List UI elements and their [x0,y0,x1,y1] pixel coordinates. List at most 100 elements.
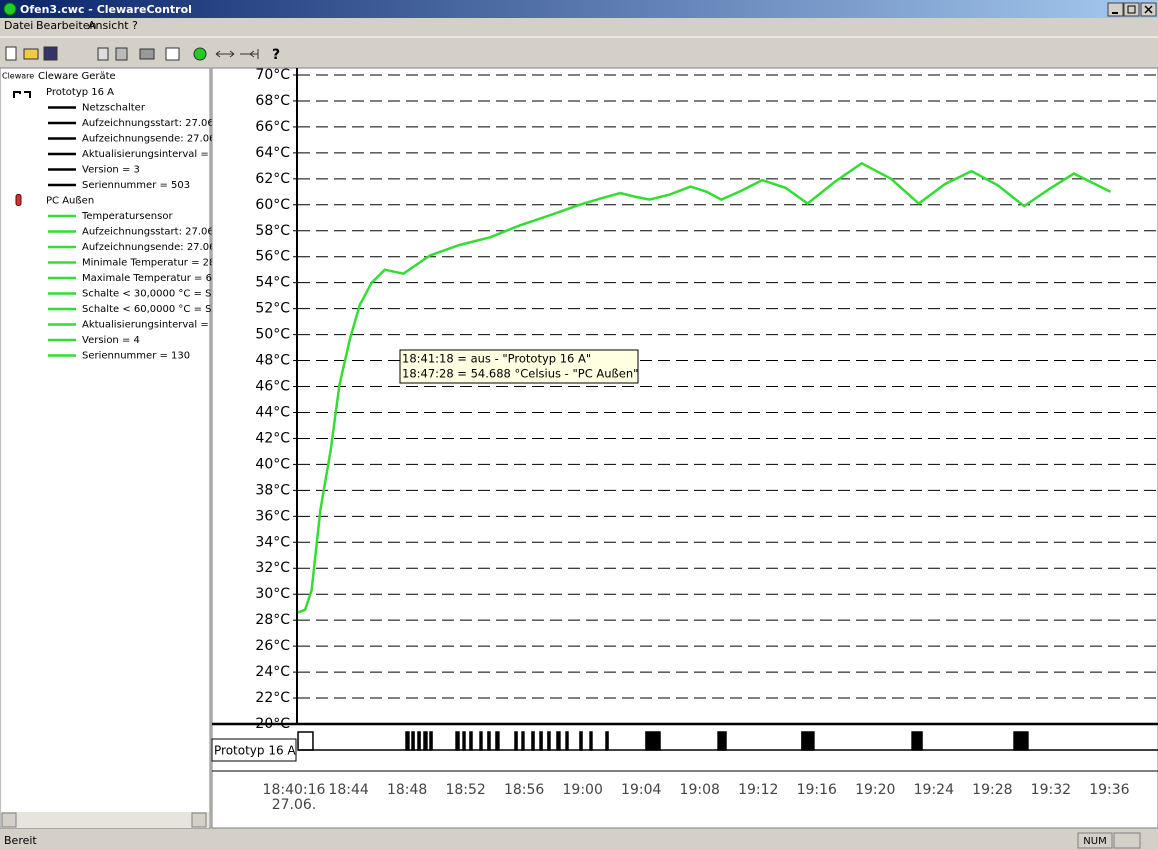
x-tick-label: 19:20 [855,782,895,798]
scroll-left[interactable] [1,812,17,828]
minimize-button[interactable] [1107,2,1124,17]
y-tick-label: 28°C [255,612,290,628]
tree-item[interactable]: Schalte < 30,0000 °C = Sc [82,289,217,300]
tree-item[interactable]: Temperatursensor [81,211,173,222]
switch-pulse [405,731,410,751]
tool-open[interactable] [23,48,39,60]
y-tick-label: 56°C [255,249,290,265]
device-icon [15,194,22,206]
tool-window[interactable] [165,47,180,61]
device-name[interactable]: Prototyp 16 A [46,87,114,98]
y-tick-label: 66°C [255,119,290,135]
tree-item[interactable]: Netzschalter [82,103,146,114]
x-tick-label: 19:32 [1031,782,1071,798]
y-tick-label: 70°C [255,67,290,83]
device-icon [13,91,31,98]
status-num: NUM [1083,836,1106,847]
switch-pulse [801,731,815,751]
y-tick-label: 52°C [255,301,290,317]
tree: Cleware Cleware Geräte Prototyp 16 A Netzsc… [2,71,219,362]
switch-pulse [411,731,415,751]
y-tick-label: 60°C [255,197,290,213]
switch-pulse [429,731,433,751]
tree-item[interactable]: Aufzeichnungsende: 27.06 [82,242,215,253]
y-tick-label: 46°C [255,379,290,395]
switch-pulse [579,731,583,751]
switch-pulse [521,731,525,751]
tree-item[interactable]: Schalte < 60,0000 °C = Sc [82,304,217,315]
icon [1144,5,1153,14]
status-text: Bereit [4,834,37,847]
tree-item[interactable]: Aktualisierungsinterval = 1 [82,320,218,331]
tree-item[interactable]: Minimale Temperatur = 28, [82,258,219,269]
tool-save[interactable] [43,46,58,61]
tree-item[interactable]: Seriennummer = 130 [82,351,190,362]
tree-item[interactable]: Aufzeichnungsende: 27.06 [82,134,215,145]
menu-item[interactable]: Ansicht [88,19,129,32]
scroll-right[interactable] [191,812,207,828]
y-tick-label: 22°C [255,690,290,706]
y-tick-label: 26°C [255,638,290,654]
menu-item[interactable]: Bearbeiten [36,19,96,32]
lane-label: Prototyp 16 A [214,744,296,758]
x-tick-label: 18:44 [328,782,368,798]
chart: 20°C22°C24°C26°C28°C30°C32°C34°C36°C38°C… [211,67,1158,813]
tooltip-box [399,349,639,384]
switch-pulse [487,731,491,751]
data-line [297,161,1112,614]
tool-shrink[interactable] [240,49,259,59]
status-panel [1077,832,1113,849]
tool-paste[interactable] [115,47,128,61]
window-buttons[interactable] [1107,2,1157,17]
switch-pulse [297,731,314,751]
x-tick-label: 19:04 [621,782,661,798]
switch-pulse [417,731,421,751]
switch-pulse [1013,731,1029,751]
y-tick-label: 50°C [255,327,290,343]
switch-pulse [531,731,535,751]
tree-pane [0,67,211,829]
switch-pulse [514,731,518,751]
x-tick-label: 19:36 [1089,782,1129,798]
tool-print[interactable] [139,48,155,60]
x-tick-label: 19:00 [563,782,603,798]
y-tick-label: 42°C [255,430,290,446]
menu-item[interactable]: Datei [4,19,33,32]
tree-item[interactable]: Aufzeichnungsstart: 27.06 [82,227,214,238]
y-tick-label: 40°C [255,456,290,472]
menu-item[interactable]: ? [132,19,138,32]
tree-item[interactable]: Seriennummer = 503 [82,180,190,191]
switch-pulse [547,731,551,751]
tool-expand[interactable] [215,50,235,58]
switch-pulse [556,731,561,751]
switch-pulse [911,731,923,751]
y-tick-label: 48°C [255,353,290,369]
h-scrollbar[interactable] [1,812,209,828]
switch-pulse [462,731,466,751]
toolbar: ? [5,46,280,63]
x-date-label: 27.06. [272,797,317,813]
maximize-button[interactable] [1123,2,1140,17]
x-tick-label: 19:28 [972,782,1012,798]
tree-item[interactable]: Aktualisierungsinterval = 1 [82,149,218,160]
tree-item[interactable]: Aufzeichnungsstart: 27.06 [82,118,214,129]
switch-pulse [717,731,727,751]
tool-copy[interactable] [97,47,109,61]
switch-pulse [469,731,473,751]
tree-item[interactable]: Maximale Temperatur = 62 [82,273,218,284]
tool-help[interactable]: ? [272,47,280,63]
tree-item[interactable]: Version = 3 [82,165,140,176]
tree-item[interactable]: Version = 4 [82,335,140,346]
tool-refresh[interactable] [193,47,207,61]
y-tick-label: 44°C [255,404,290,420]
tool-new[interactable] [5,46,17,61]
switch-pulse [645,731,661,751]
switch-pulse [423,731,428,751]
window-title: Ofen3.cwc - ClewareControl [20,3,192,16]
device-name[interactable]: PC Außen [46,196,94,207]
title-bar [0,0,1158,18]
x-tick-label: 18:48 [387,782,427,798]
switch-pulse [479,731,483,751]
